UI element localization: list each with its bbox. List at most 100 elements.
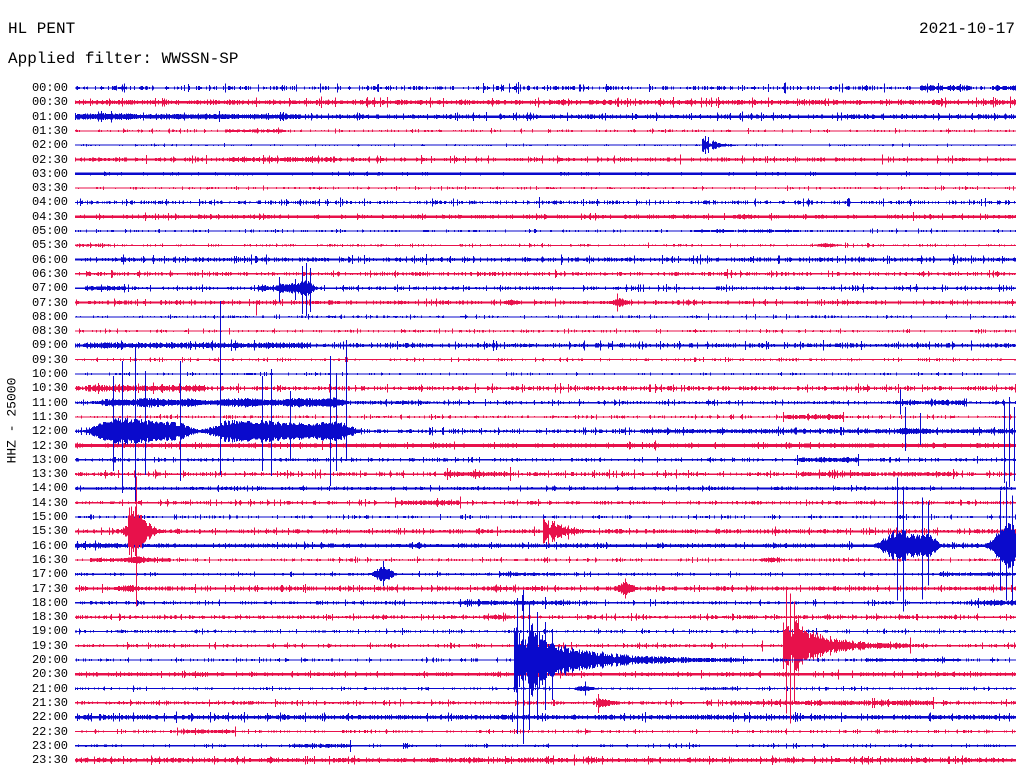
- time-label-01:30: 01:30: [31, 123, 68, 138]
- time-label-19:30: 19:30: [31, 638, 68, 653]
- trace-events-13:30: [447, 467, 511, 482]
- trace-row-04:30: [75, 212, 1016, 222]
- trace-events-15:30: [115, 476, 634, 607]
- time-label-07:30: 07:30: [31, 295, 68, 310]
- time-label-22:00: 22:00: [31, 710, 68, 725]
- time-label-10:00: 10:00: [31, 367, 68, 381]
- trace-events-03:30: [651, 187, 660, 189]
- trace-events-07:00: [255, 263, 321, 317]
- trace-events-18:30: [480, 614, 913, 620]
- time-label-03:00: 03:00: [31, 166, 68, 181]
- trace-events-19:00: [114, 629, 128, 634]
- time-label-18:30: 18:30: [31, 610, 68, 625]
- time-label-22:30: 22:30: [31, 724, 68, 739]
- trace-events-21:00: [570, 681, 601, 696]
- time-label-21:30: 21:30: [31, 695, 68, 710]
- time-label-12:30: 12:30: [31, 438, 68, 453]
- trace-row-16:30: [75, 556, 1016, 564]
- trace-row-05:00: [75, 228, 1016, 234]
- time-label-21:00: 21:00: [31, 681, 68, 696]
- trace-events-19:30: [762, 587, 1004, 724]
- time-label-20:00: 20:00: [31, 653, 68, 667]
- time-label-05:00: 05:00: [31, 224, 68, 238]
- trace-row-22:30: [75, 728, 1016, 735]
- trace-row-02:00: [75, 143, 1016, 148]
- trace-row-17:00: [75, 571, 1016, 578]
- trace-events-01:00: [673, 115, 687, 118]
- trace-events-16:00: [95, 477, 1016, 612]
- trace-events-17:30: [106, 578, 643, 599]
- time-label-06:00: 06:00: [31, 252, 68, 267]
- trace-events-10:00: [242, 372, 525, 376]
- time-label-16:30: 16:30: [31, 552, 68, 567]
- time-label-04:30: 04:30: [31, 209, 68, 224]
- trace-events-21:30: [110, 693, 934, 713]
- time-label-08:30: 08:30: [31, 324, 68, 339]
- time-label-17:00: 17:00: [31, 567, 68, 582]
- time-label-10:30: 10:30: [31, 381, 68, 396]
- trace-events-04:30: [724, 213, 766, 220]
- time-label-06:30: 06:30: [31, 266, 68, 281]
- filter-label: Applied filter: WWSSN-SP: [8, 50, 239, 68]
- date-label: 2021-10-17: [918, 20, 1015, 38]
- time-label-09:30: 09:30: [31, 352, 68, 367]
- time-label-02:30: 02:30: [31, 152, 68, 167]
- trace-row-13:30: [75, 469, 1016, 480]
- trace-events-05:30: [809, 243, 846, 248]
- trace-row-18:30: [75, 612, 1016, 622]
- trace-row-03:00: [75, 171, 1016, 177]
- trace-events-15:00: [893, 515, 907, 519]
- trace-events-08:00: [325, 315, 338, 318]
- time-label-15:00: 15:00: [31, 510, 68, 524]
- time-label-03:30: 03:30: [31, 181, 68, 196]
- trace-events-12:00: [79, 301, 1015, 502]
- time-label-16:00: 16:00: [31, 538, 68, 553]
- trace-row-14:30: [75, 498, 1016, 508]
- trace-row-11:30: [75, 413, 1016, 421]
- station-title: HL PENT: [8, 20, 76, 38]
- trace-events-00:30: [680, 100, 886, 105]
- trace-row-01:00: [75, 110, 1016, 123]
- trace-events-07:30: [256, 293, 637, 316]
- trace-events-22:30: [177, 726, 236, 737]
- time-label-00:30: 00:30: [31, 95, 68, 110]
- trace-row-05:30: [75, 242, 1016, 248]
- trace-row-01:30: [75, 127, 1016, 135]
- trace-events-11:00: [84, 389, 901, 415]
- time-label-09:00: 09:00: [31, 338, 68, 353]
- time-label-05:30: 05:30: [31, 238, 68, 253]
- time-label-11:00: 11:00: [31, 395, 68, 410]
- time-label-13:00: 13:00: [31, 452, 68, 467]
- time-label-18:00: 18:00: [31, 595, 68, 610]
- time-label-15:30: 15:30: [31, 524, 68, 539]
- trace-row-08:30: [75, 327, 1016, 335]
- trace-row-10:30: [75, 382, 1016, 394]
- trace-row-20:30: [75, 670, 1016, 679]
- trace-row-09:00: [75, 339, 1016, 352]
- trace-row-23:00: [75, 742, 1016, 749]
- trace-row-14:00: [75, 484, 1016, 492]
- trace-events-11:30: [783, 411, 844, 422]
- trace-row-06:30: [75, 269, 1016, 279]
- trace-events-12:30: [648, 440, 664, 451]
- trace-row-04:00: [75, 197, 1016, 208]
- trace-row-08:00: [75, 313, 1016, 320]
- trace-events-16:30: [106, 556, 790, 564]
- time-label-01:00: 01:00: [31, 109, 68, 124]
- time-label-19:00: 19:00: [31, 624, 68, 639]
- trace-row-17:30: [75, 584, 1016, 593]
- time-label-07:00: 07:00: [31, 281, 68, 296]
- trace-row-03:30: [75, 185, 1016, 191]
- time-label-23:30: 23:30: [31, 753, 68, 768]
- time-label-17:30: 17:30: [31, 581, 68, 596]
- trace-events-20:30: [111, 669, 839, 680]
- time-label-20:30: 20:30: [31, 667, 68, 682]
- time-label-23:00: 23:00: [31, 738, 68, 753]
- trace-events-18:00: [460, 594, 979, 611]
- trace-row-09:30: [75, 357, 1016, 363]
- time-label-02:00: 02:00: [31, 138, 68, 153]
- trace-row-02:30: [75, 154, 1016, 165]
- trace-events-05:00: [421, 229, 431, 233]
